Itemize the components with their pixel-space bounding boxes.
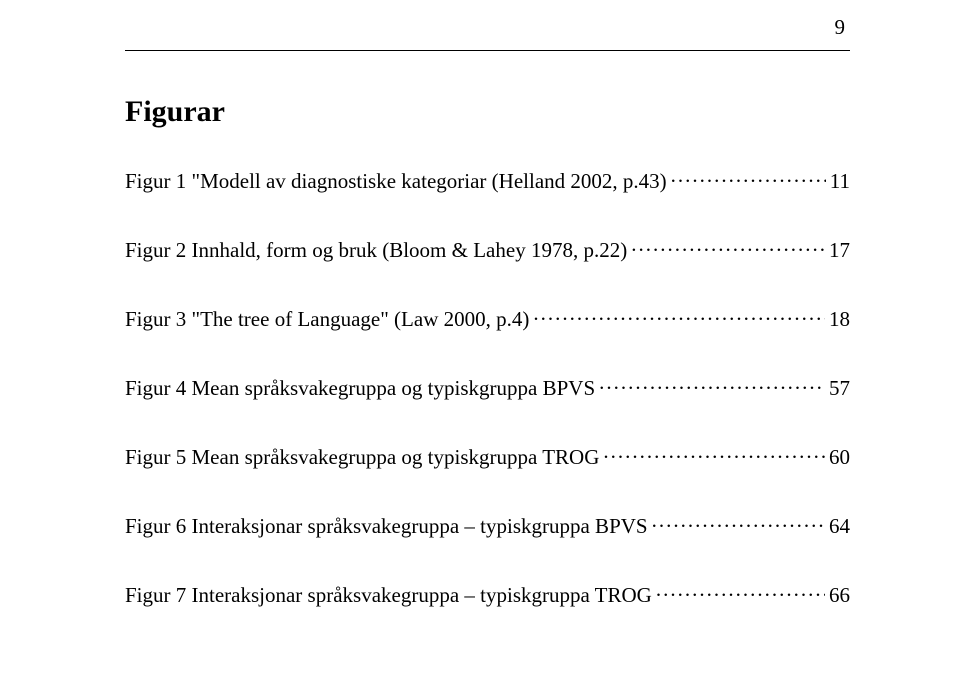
toc-entry: Figur 3 "The tree of Language" (Law 2000… <box>125 305 850 332</box>
toc-entry: Figur 1 "Modell av diagnostiske kategori… <box>125 167 850 194</box>
toc-entry-label: Figur 4 Mean språksvakegruppa og typiskg… <box>125 376 595 401</box>
toc-entry-label: Figur 7 Interaksjonar språksvakegruppa –… <box>125 583 652 608</box>
toc-entry-label: Figur 2 Innhald, form og bruk (Bloom & L… <box>125 238 627 263</box>
toc-entry-page: 64 <box>829 514 850 539</box>
header-rule <box>125 50 850 51</box>
toc-entry-label: Figur 6 Interaksjonar språksvakegruppa –… <box>125 514 648 539</box>
toc-entry-page: 57 <box>829 376 850 401</box>
toc-entry-label: Figur 5 Mean språksvakegruppa og typiskg… <box>125 445 599 470</box>
toc-leader-dots <box>656 581 825 602</box>
content-area: Figurar Figur 1 "Modell av diagnostiske … <box>125 95 850 650</box>
toc-leader-dots <box>603 443 825 464</box>
toc-entry: Figur 5 Mean språksvakegruppa og typiskg… <box>125 443 850 470</box>
toc-leader-dots <box>652 512 825 533</box>
toc-entry: Figur 2 Innhald, form og bruk (Bloom & L… <box>125 236 850 263</box>
toc-entry-page: 17 <box>829 238 850 263</box>
toc-entry-page: 60 <box>829 445 850 470</box>
toc-entry: Figur 4 Mean språksvakegruppa og typiskg… <box>125 374 850 401</box>
page-number: 9 <box>835 15 846 40</box>
toc-leader-dots <box>631 236 825 257</box>
toc-entry-page: 66 <box>829 583 850 608</box>
toc-entry: Figur 7 Interaksjonar språksvakegruppa –… <box>125 581 850 608</box>
toc-leader-dots <box>671 167 826 188</box>
toc-leader-dots <box>599 374 825 395</box>
toc-entry-page: 11 <box>830 169 850 194</box>
toc-entry-page: 18 <box>829 307 850 332</box>
document-page: 9 Figurar Figur 1 "Modell av diagnostisk… <box>0 0 960 681</box>
toc-leader-dots <box>533 305 825 326</box>
section-heading: Figurar <box>125 95 850 129</box>
toc-entry-label: Figur 3 "The tree of Language" (Law 2000… <box>125 307 529 332</box>
toc-entry: Figur 6 Interaksjonar språksvakegruppa –… <box>125 512 850 539</box>
toc-entry-label: Figur 1 "Modell av diagnostiske kategori… <box>125 169 667 194</box>
